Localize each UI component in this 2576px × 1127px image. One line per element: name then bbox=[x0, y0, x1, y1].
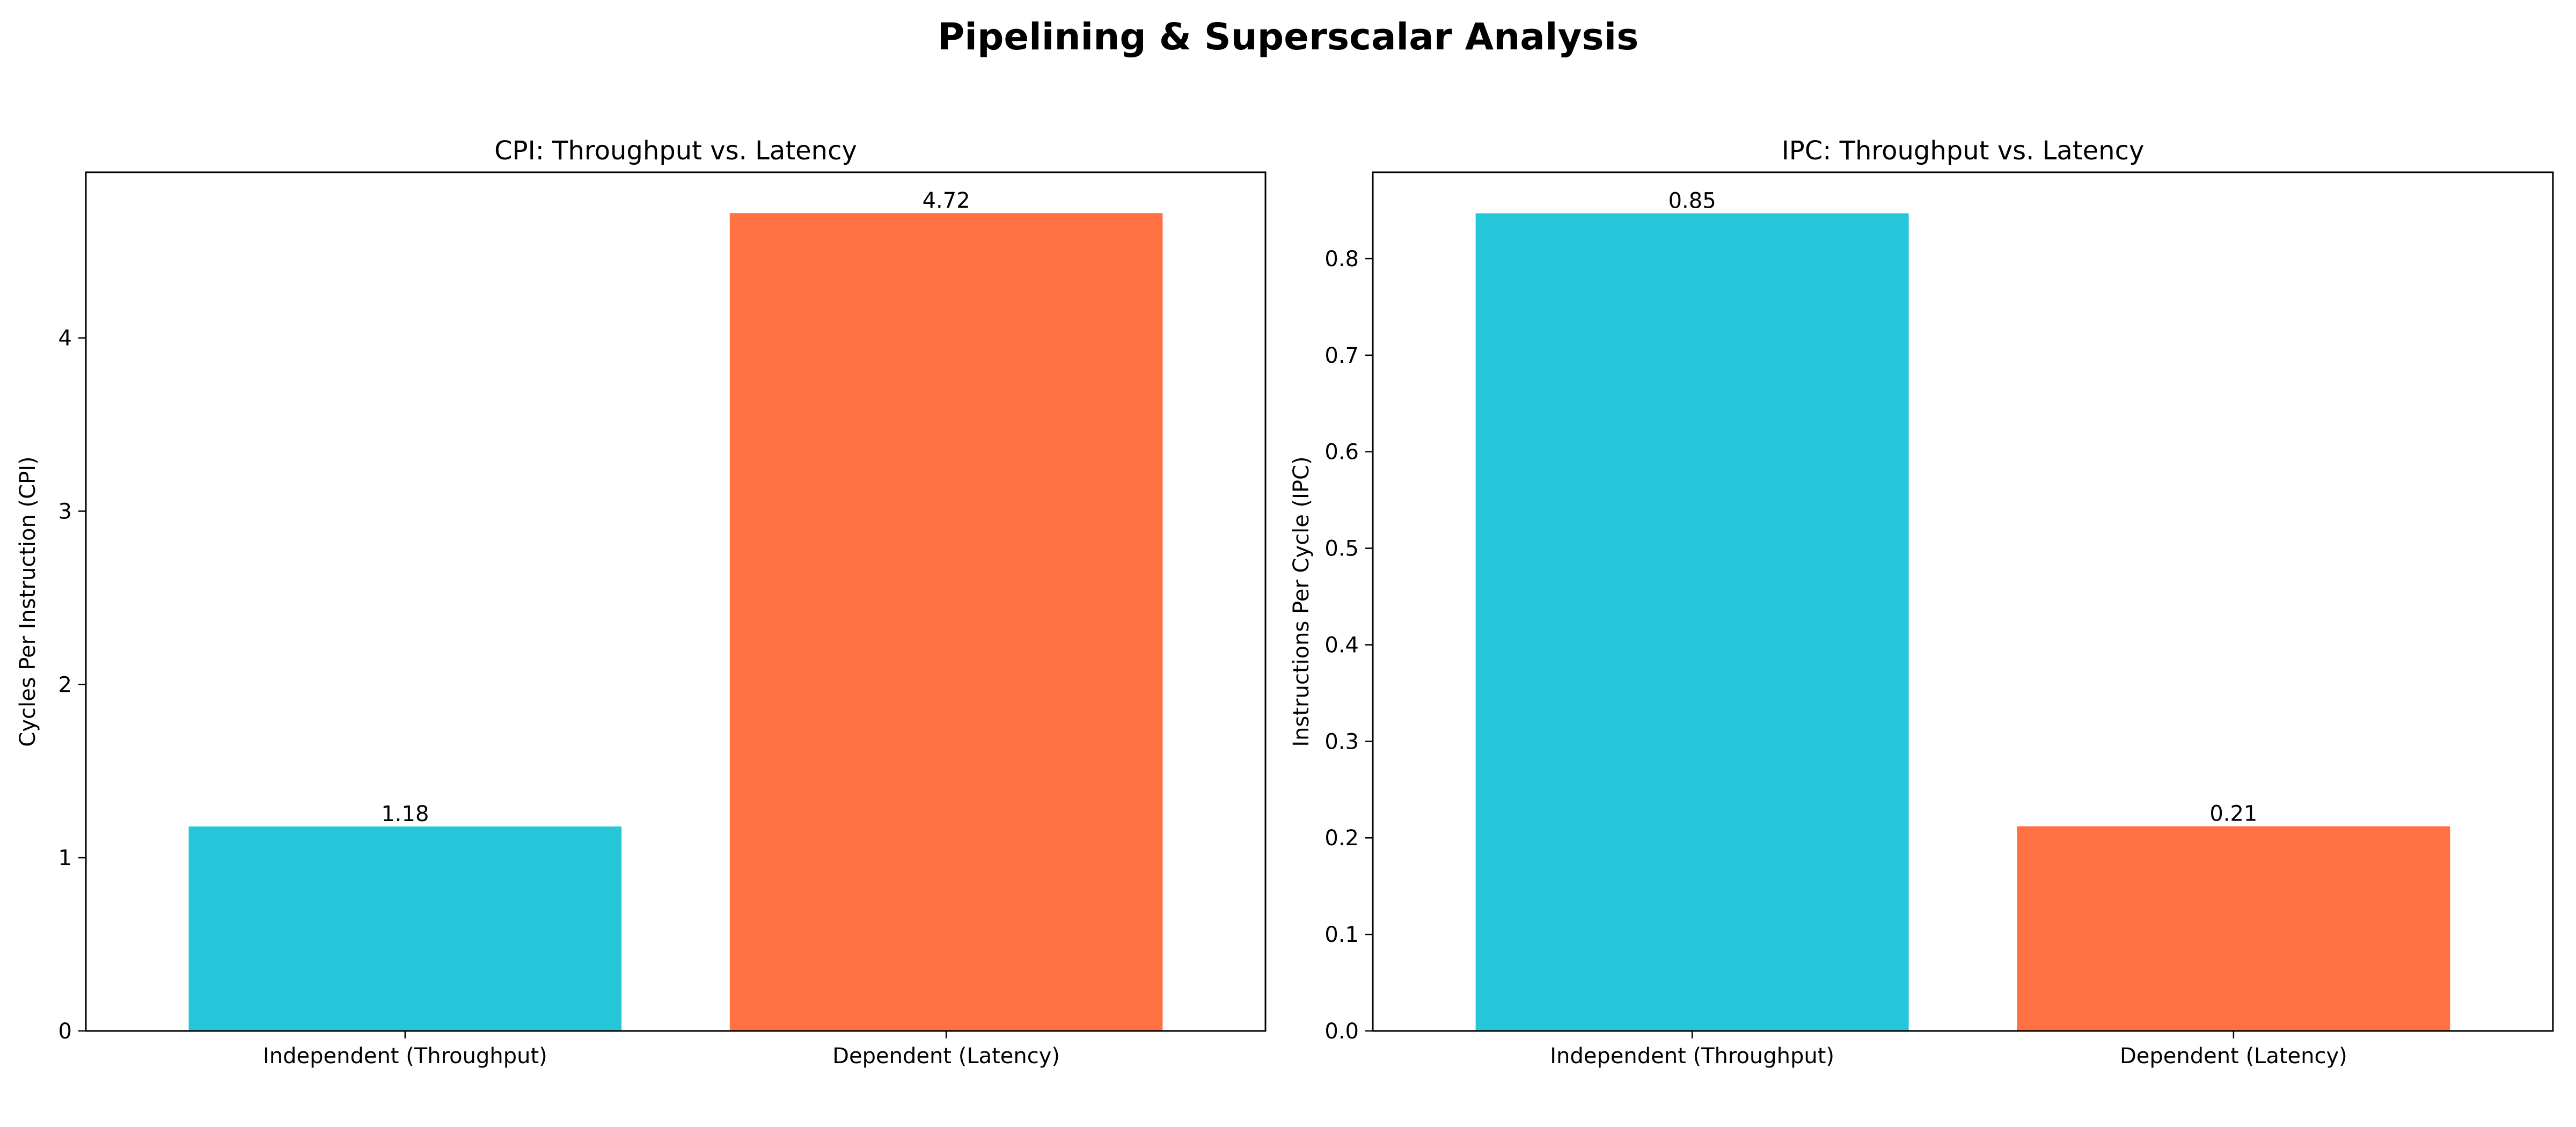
ipc-plot-frame bbox=[1372, 171, 2554, 1032]
cpi-x-tick-label: Independent (Throughput) bbox=[263, 1044, 547, 1069]
cpi-bar-dependent bbox=[729, 213, 1163, 1031]
cpi-x-tick-label: Dependent (Latency) bbox=[832, 1044, 1060, 1069]
cpi-y-tick-label: 0 bbox=[58, 1019, 72, 1044]
cpi-bar-independent bbox=[188, 826, 622, 1031]
cpi-plot-frame bbox=[85, 171, 1267, 1032]
ipc-bar-value-label: 0.21 bbox=[2209, 802, 2257, 826]
cpi-bar-value-label: 4.72 bbox=[923, 188, 970, 213]
ipc-bar-value-label: 0.85 bbox=[1668, 188, 1716, 213]
ipc-chart-title: IPC: Throughput vs. Latency bbox=[1782, 136, 2145, 166]
cpi-chart-panel: CPI: Throughput vs. Latency 1.18 Independe… bbox=[16, 136, 1267, 1069]
cpi-y-tick-label: 1 bbox=[58, 846, 72, 870]
cpi-chart-title: CPI: Throughput vs. Latency bbox=[494, 136, 857, 166]
ipc-y-tick-label: 0.8 bbox=[1324, 247, 1359, 272]
figure-title: Pipelining & Superscalar Analysis bbox=[938, 16, 1639, 58]
cpi-y-tick-label: 3 bbox=[58, 499, 72, 524]
ipc-y-axis-label: Instructions Per Cycle (IPC) bbox=[1289, 456, 1314, 747]
ipc-y-tick-label: 0.6 bbox=[1324, 440, 1359, 465]
ipc-y-tick-label: 0.5 bbox=[1324, 537, 1359, 561]
ipc-x-tick-label: Dependent (Latency) bbox=[2120, 1044, 2347, 1069]
ipc-y-tick-label: 0.0 bbox=[1324, 1019, 1359, 1044]
ipc-y-tick-label: 0.2 bbox=[1324, 826, 1359, 851]
ipc-y-tick-label: 0.7 bbox=[1324, 343, 1359, 368]
ipc-chart-panel: IPC: Throughput vs. Latency 0.85 Independe… bbox=[1289, 136, 2554, 1069]
ipc-bar-independent bbox=[1475, 213, 1909, 1031]
cpi-y-tick-label: 2 bbox=[58, 672, 72, 697]
cpi-y-axis-label: Cycles Per Instruction (CPI) bbox=[16, 456, 40, 747]
cpi-bar-value-label: 1.18 bbox=[381, 802, 429, 826]
ipc-y-tick-label: 0.4 bbox=[1324, 633, 1359, 657]
ipc-x-tick-label: Independent (Throughput) bbox=[1550, 1044, 1834, 1069]
ipc-y-tick-label: 0.3 bbox=[1324, 729, 1359, 754]
ipc-y-tick-label: 0.1 bbox=[1324, 923, 1359, 947]
cpi-y-tick-label: 4 bbox=[58, 326, 72, 351]
ipc-bar-dependent bbox=[2017, 826, 2450, 1031]
